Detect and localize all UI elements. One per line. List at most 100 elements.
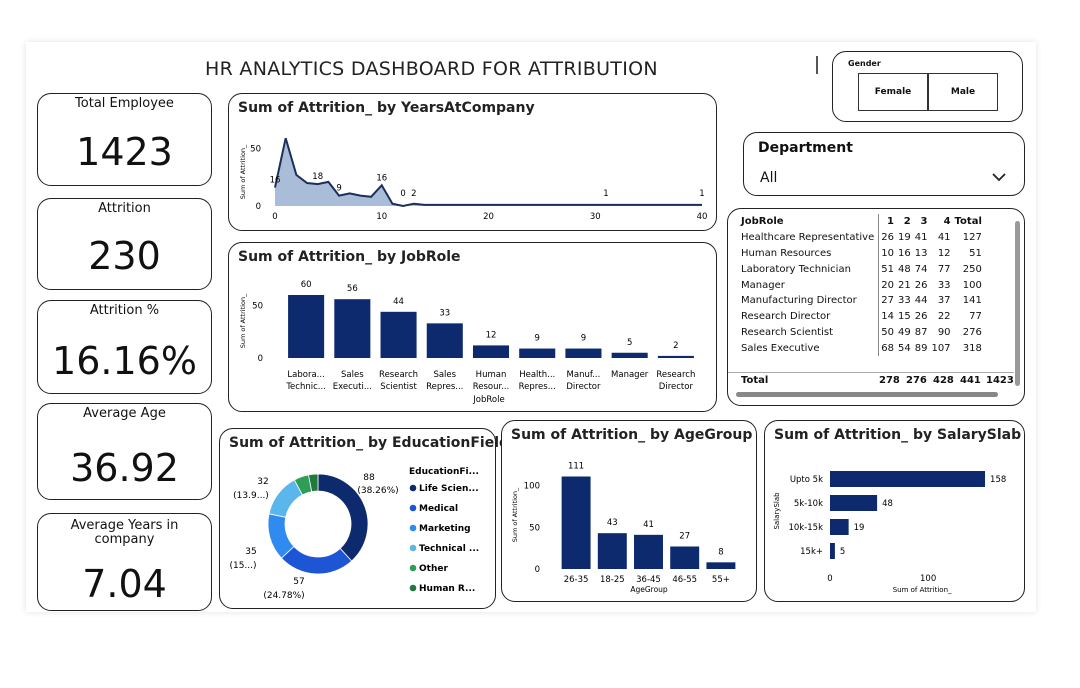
gender-option-male[interactable]: Male bbox=[928, 73, 998, 111]
gender-option-female[interactable]: Female bbox=[858, 73, 928, 111]
vertical-scrollbar[interactable] bbox=[1015, 221, 1020, 386]
matrix-cell: 276 bbox=[962, 326, 982, 338]
y-tick-label: 50 bbox=[252, 302, 263, 312]
kpi-average-age[interactable]: Average Age 36.92 bbox=[37, 403, 212, 500]
matrix-column-header[interactable]: JobRole bbox=[739, 214, 880, 230]
matrix-cell: 27 bbox=[881, 295, 894, 307]
x-tick-label: 30 bbox=[590, 212, 601, 222]
x-tick-label: Repres... bbox=[426, 382, 463, 392]
x-tick-label: Sales bbox=[341, 370, 364, 380]
matrix-row[interactable]: Manager 20 21 26 33 100 bbox=[739, 277, 984, 293]
y-tick-label: 0 bbox=[256, 202, 261, 212]
kpi-value: 230 bbox=[88, 234, 161, 278]
matrix-total-cell: 428 bbox=[933, 375, 954, 386]
matrix-cell: 13 bbox=[914, 247, 928, 259]
gender-slicer[interactable]: Gender Female Male bbox=[832, 51, 1023, 122]
chart-education-field[interactable]: Sum of Attrition_ by EducationField 88 (3… bbox=[219, 428, 509, 609]
matrix-column-header[interactable]: 4 bbox=[943, 216, 951, 228]
horizontal-scrollbar[interactable] bbox=[736, 392, 998, 397]
department-slicer[interactable]: Department All bbox=[743, 132, 1025, 196]
kpi-label: Average Years in company bbox=[70, 518, 179, 547]
matrix-cell: 74 bbox=[914, 263, 928, 275]
slice-value-label: 35 bbox=[245, 547, 256, 557]
matrix-row-label: Research Director bbox=[739, 308, 880, 325]
data-label: 1 bbox=[603, 189, 608, 199]
matrix-total-cell: 276 bbox=[906, 375, 927, 386]
matrix-row[interactable]: Laboratory Technician 51 48 74 77 250 bbox=[739, 261, 984, 278]
department-dropdown-value[interactable]: All bbox=[760, 170, 778, 186]
kpi-total-employee[interactable]: Total Employee 1423 bbox=[37, 93, 212, 186]
slice-value-label: 57 bbox=[293, 577, 304, 587]
x-tick-label: 10 bbox=[376, 212, 387, 222]
slice-value-label: 88 bbox=[363, 473, 375, 483]
slicer-label: Gender bbox=[848, 59, 881, 68]
data-label: 16 bbox=[270, 176, 281, 186]
matrix-total-cell: 278 bbox=[879, 375, 900, 386]
x-tick-label: Executi... bbox=[333, 382, 372, 392]
legend-item: Technical ... bbox=[419, 544, 479, 554]
x-tick-label: 18-25 bbox=[600, 575, 625, 585]
chart-title: Sum of Attrition_ by YearsAtCompany bbox=[238, 100, 535, 116]
matrix-column-header[interactable]: 3 bbox=[920, 216, 928, 228]
kpi-average-years[interactable]: Average Years in company 7.04 bbox=[37, 513, 212, 611]
kpi-attrition-percent[interactable]: Attrition % 16.16% bbox=[37, 300, 212, 394]
chart-age-group[interactable]: Sum of Attrition_ by AgeGroup 111 26-35 43… bbox=[501, 420, 757, 602]
matrix-cell: 141 bbox=[962, 295, 982, 307]
jobrole-matrix[interactable]: JobRole 1 2 3 4 Total Healthcare Represe… bbox=[727, 208, 1025, 406]
bar bbox=[334, 299, 371, 358]
data-label: 44 bbox=[393, 297, 404, 307]
matrix-total-row: Total 278 276 428 441 1423 bbox=[728, 372, 1014, 390]
matrix-total-cell: 1423 bbox=[986, 375, 1014, 386]
matrix-column-header[interactable]: 1 bbox=[887, 216, 894, 228]
y-tick-label: 50 bbox=[250, 145, 261, 155]
legend-item: Life Scien... bbox=[419, 484, 479, 494]
matrix-row-label: Human Resources bbox=[739, 245, 880, 262]
x-tick-label: 36-45 bbox=[636, 575, 661, 585]
data-label: 9 bbox=[581, 334, 586, 344]
kpi-label: Attrition bbox=[98, 201, 151, 216]
bar bbox=[561, 476, 591, 569]
matrix-column-header[interactable]: 2 bbox=[903, 216, 911, 228]
matrix-cell: 26 bbox=[881, 232, 894, 244]
bar bbox=[830, 543, 835, 559]
matrix-row[interactable]: Research Director 14 15 26 22 77 bbox=[739, 308, 984, 325]
matrix-row-label: Healthcare Representative bbox=[739, 229, 880, 246]
chart-job-role[interactable]: Sum of Attrition_ by JobRole 60 Labora...… bbox=[228, 242, 717, 412]
y-tick-label: 0 bbox=[258, 354, 263, 364]
matrix-cell: 15 bbox=[897, 311, 911, 323]
x-tick-label: Manager bbox=[611, 370, 649, 380]
x-tick-label: 46-55 bbox=[672, 575, 697, 585]
matrix-row[interactable]: Manufacturing Director 27 33 44 37 141 bbox=[739, 292, 984, 309]
data-label: 33 bbox=[439, 308, 450, 318]
matrix-row[interactable]: Human Resources 10 16 13 12 51 bbox=[739, 245, 984, 262]
kpi-attrition[interactable]: Attrition 230 bbox=[37, 198, 212, 290]
chart-salary-slab[interactable]: Sum of Attrition_ by SalarySlab 158 Upto … bbox=[764, 420, 1025, 602]
chart-title: Sum of Attrition_ by EducationField bbox=[229, 435, 510, 451]
data-label: 43 bbox=[607, 518, 618, 528]
matrix-cell: 100 bbox=[962, 279, 982, 291]
matrix-row-label: Sales Executive bbox=[739, 340, 880, 357]
kpi-label: Total Employee bbox=[75, 96, 174, 111]
bar bbox=[830, 471, 986, 487]
matrix-cell: 318 bbox=[962, 342, 982, 354]
matrix-row[interactable]: Healthcare Representative 26 19 41 41 127 bbox=[739, 229, 984, 246]
chevron-down-icon[interactable] bbox=[991, 171, 1007, 183]
slicer-label: Department bbox=[758, 140, 853, 156]
x-tick-label: Scientist bbox=[380, 382, 417, 392]
y-axis-label: Sum of Attrition_ bbox=[511, 487, 519, 542]
matrix-row-label: Research Scientist bbox=[739, 324, 880, 341]
chart-years-at-company[interactable]: Sum of Attrition_ by YearsAtCompany 0 10 2… bbox=[228, 93, 717, 231]
x-tick-label: Director bbox=[566, 382, 601, 392]
data-label: 56 bbox=[347, 284, 358, 294]
matrix-table: JobRole 1 2 3 4 Total Healthcare Represe… bbox=[739, 214, 984, 357]
matrix-cell: 250 bbox=[962, 263, 982, 275]
matrix-cell: 77 bbox=[969, 311, 982, 323]
bar bbox=[634, 534, 663, 569]
matrix-row[interactable]: Research Scientist 50 49 87 90 276 bbox=[739, 324, 984, 341]
slice-pct-label: (24.78%) bbox=[263, 591, 304, 601]
matrix-column-header[interactable]: Total bbox=[954, 216, 982, 228]
x-tick-label: 20 bbox=[483, 212, 494, 222]
matrix-row[interactable]: Sales Executive 68 54 89 107 318 bbox=[739, 340, 984, 357]
x-tick-label: 26-35 bbox=[564, 575, 589, 585]
